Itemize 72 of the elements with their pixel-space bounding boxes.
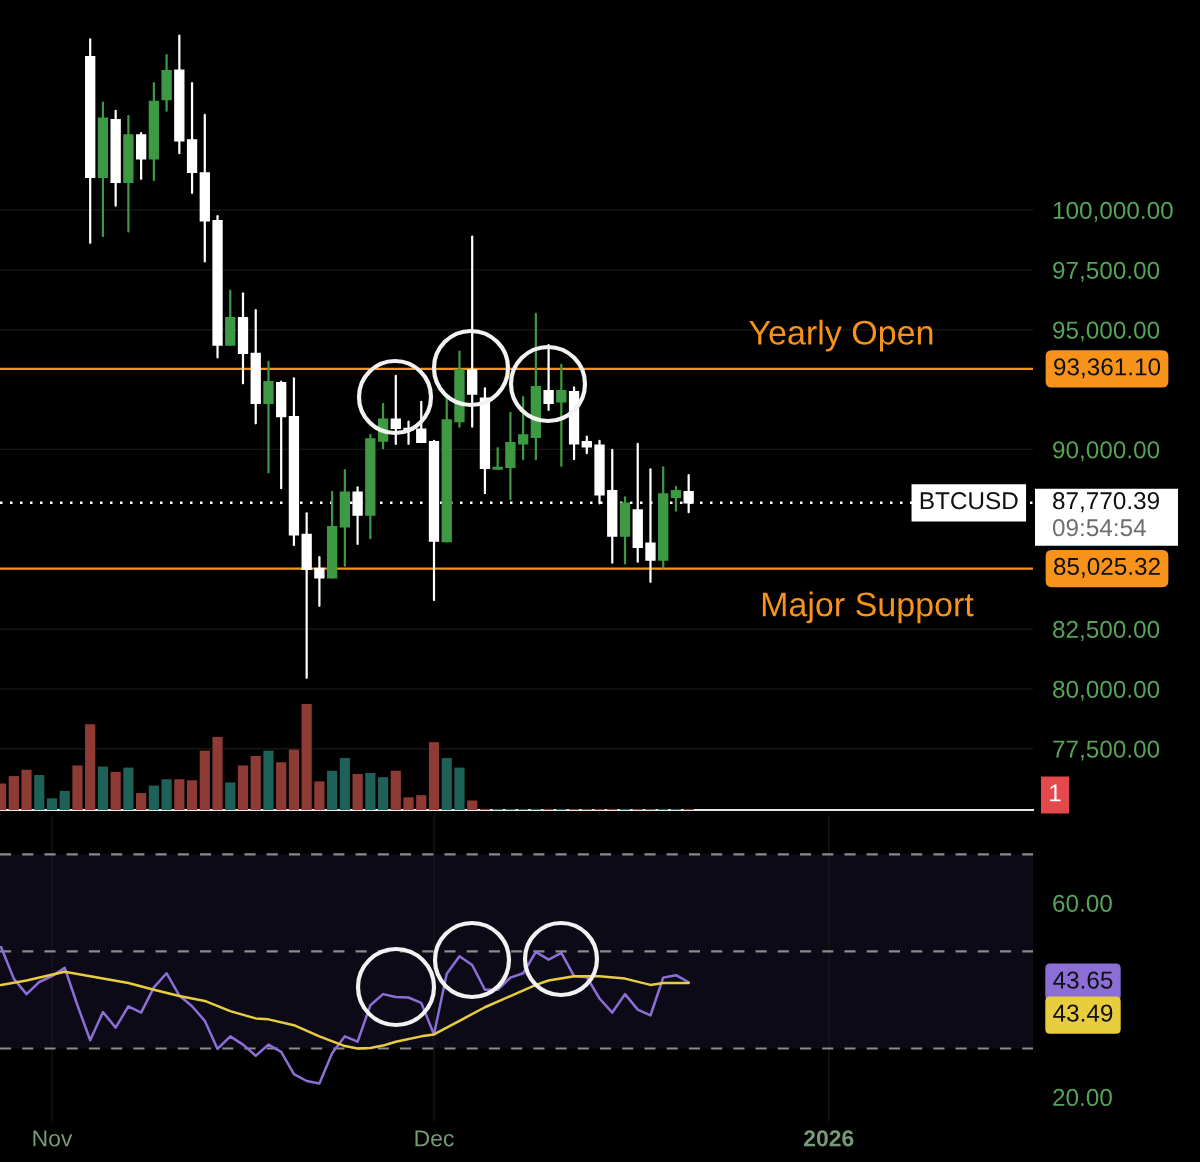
candlestick [543,343,554,412]
x-tick-label: Dec [415,1130,454,1147]
y-tick-label: 20.00 [1053,1088,1112,1107]
text: 1 [1050,784,1061,802]
y-tick-label: 60.00 [1053,894,1112,912]
bar [377,777,389,810]
candlestick [670,485,682,512]
candlestick [135,132,147,180]
bar [454,767,465,810]
ref-line-label: 93,361.10 [1054,358,1161,379]
bar [390,770,401,810]
candlestick [556,363,567,468]
text: 09:54:54 [1052,519,1146,537]
y-tick-label: 100,000.00 [1053,201,1173,222]
bar [288,749,300,810]
bar [314,781,325,810]
candlestick [683,473,694,514]
bar [263,750,274,810]
bar [110,771,121,810]
bar [85,724,96,810]
bar [467,800,478,810]
candlestick [390,374,401,446]
bar [148,785,159,810]
y-tick-label: 97,500.00 [1053,261,1160,282]
bar [123,767,134,810]
bar [276,762,287,810]
annotation: Major Support [762,591,974,624]
candlestick [314,556,325,607]
line-series [0,945,690,1085]
ref-line-label: 87,770.39 [1053,492,1159,513]
annotation: Yearly Open [749,319,933,352]
bar [97,766,109,810]
y-tick-label: 82,500.00 [1053,620,1160,641]
y-tick-label: 80,000.00 [1053,680,1160,701]
candlestick [517,396,529,461]
bar [352,773,363,810]
text: 43.65 [1053,971,1113,989]
bar [136,793,147,810]
bar [301,704,312,810]
annotation: BTCUSD [920,492,1018,510]
candlestick [492,447,503,471]
y-tick-label: 95,000.00 [1053,321,1160,342]
bar [237,765,249,810]
candlestick [645,468,656,583]
bar [441,758,452,810]
bar [161,779,172,810]
bar [21,769,32,810]
bar [225,782,236,810]
bar [72,765,83,810]
x-tick-label: Nov [33,1130,73,1147]
bar [365,772,376,810]
bar [416,795,427,810]
bar [250,755,261,810]
bar [212,736,223,810]
x-tick-label: 2026 [804,1130,854,1147]
line-series [0,970,690,1050]
bar [174,779,185,810]
text: 43.49 [1053,1004,1113,1022]
ref-line-label: 85,025.32 [1054,557,1160,578]
y-tick-label: 77,500.00 [1053,740,1160,761]
bar [403,797,414,810]
bar [428,742,440,810]
bar [34,775,45,810]
bar [199,750,210,810]
bar [46,798,58,810]
bar [59,790,70,810]
y-tick-label: 90,000.00 [1053,441,1160,462]
bar [186,780,198,810]
candlestick [416,400,427,444]
bar [327,770,338,810]
candlestick [263,360,274,474]
bar [339,758,350,810]
